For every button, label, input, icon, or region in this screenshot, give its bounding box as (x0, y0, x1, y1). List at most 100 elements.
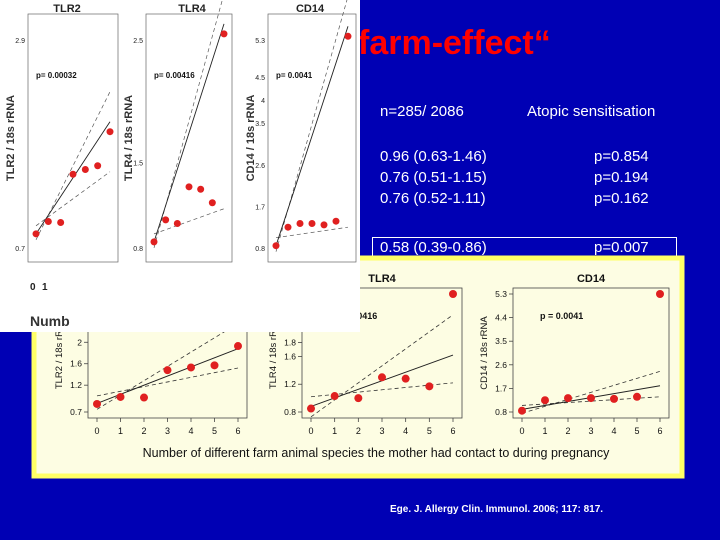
x-tick-label: 1 (542, 426, 547, 436)
table-row-p: p=0.007 (594, 239, 649, 256)
overlay-y-tick-label: 2.6 (255, 163, 265, 170)
y-tick-label: 0.7 (70, 407, 82, 417)
data-point (656, 290, 664, 298)
chart-title: CD14 (577, 273, 606, 285)
x-tick-label: 6 (450, 426, 455, 436)
data-point (541, 396, 549, 405)
overlay-frame (145, 13, 233, 263)
chart-title: TLR4 (368, 273, 396, 285)
table-row-ci: 0.58 (0.39-0.86) (380, 239, 487, 256)
x-tick-label: 4 (611, 426, 616, 436)
y-tick-label: 3.5 (495, 336, 507, 346)
overlay-data-point (320, 221, 328, 229)
y-tick-label: 2.6 (495, 360, 507, 370)
data-point (564, 394, 572, 403)
y-tick-label: 1.6 (284, 351, 296, 361)
x-tick-label: 0 (94, 426, 99, 436)
overlay-y-tick-label: 2.9 (15, 38, 25, 45)
table-row-ci: 0.76 (0.51-1.15) (380, 169, 487, 186)
overlay-fit (153, 23, 225, 243)
y-tick-label: 1.7 (495, 383, 507, 393)
overlay-y-tick-label: 0.8 (255, 246, 265, 253)
overlay-y-tick-label: 2.5 (133, 38, 143, 45)
overlay-data-point (69, 170, 77, 178)
overlay-frame (267, 13, 357, 263)
data-point (401, 374, 410, 383)
y-axis-label: CD14 / 18s rRNA (479, 316, 490, 390)
ci-upper-line (521, 370, 661, 414)
data-point (633, 392, 641, 401)
data-point (425, 382, 434, 391)
y-tick-label: 1.8 (284, 338, 296, 348)
table-header-n: n=285/ 2086 (380, 103, 464, 120)
y-axis-label: TLR4 / 18s rRNA (268, 316, 279, 389)
data-point (449, 290, 457, 298)
x-tick-label: 0 (519, 426, 524, 436)
x-tick-label: 5 (634, 426, 639, 436)
p-value-label: p = 0.0041 (540, 311, 583, 321)
overlay-y-tick-label: 3.5 (255, 121, 265, 128)
x-tick-label: 5 (427, 426, 432, 436)
overlay-data-point (344, 32, 352, 40)
data-point (93, 399, 101, 408)
overlay-xlabel: Numb (30, 313, 70, 329)
x-tick-label: 3 (588, 426, 593, 436)
overlay-data-point (44, 218, 52, 226)
x-tick-label: 1 (118, 426, 123, 436)
data-point (234, 342, 242, 351)
overlay-y-tick-label: 1.5 (133, 160, 143, 167)
overlay-chart-title: TLR4 (178, 3, 206, 15)
overlay-ci-lower (35, 171, 111, 227)
data-point (518, 406, 526, 415)
x-tick-label: 2 (565, 426, 570, 436)
overlay-p-value-label: p= 0.00416 (154, 71, 195, 80)
data-point (140, 393, 148, 402)
overlay-chart-title: TLR2 (53, 3, 81, 15)
y-tick-label: 4.4 (495, 313, 507, 323)
overlay-frame (27, 13, 119, 263)
overlay-fit (35, 121, 111, 235)
data-point (163, 366, 172, 375)
data-point (116, 392, 125, 401)
x-tick-label: 4 (403, 426, 408, 436)
overlay-figure (0, 0, 360, 332)
x-tick-label: 3 (165, 426, 170, 436)
overlay-data-point (208, 199, 216, 207)
overlay-data-point (197, 185, 205, 193)
data-point (210, 361, 219, 370)
overlay-data-point (150, 238, 158, 246)
x-tick-label: 2 (141, 426, 146, 436)
table-row-p: p=0.854 (594, 148, 649, 165)
shared-xlabel: Number of different farm animal species … (143, 446, 610, 460)
overlay-x-tick-label: 1 (42, 282, 48, 293)
y-tick-label: 0.8 (284, 407, 296, 417)
data-point (187, 363, 195, 372)
overlay-data-point (57, 218, 65, 226)
overlay-data-point (332, 217, 340, 225)
overlay-y-tick-label: 1.7 (255, 204, 265, 211)
x-tick-label: 6 (657, 426, 662, 436)
data-point (330, 392, 339, 401)
overlay-y-tick-label: 5.3 (255, 38, 265, 45)
x-tick-label: 2 (356, 426, 361, 436)
y-tick-label: 5.3 (495, 289, 507, 299)
overlay-y-label: CD14 / 18s rRNA (245, 95, 257, 182)
x-tick-label: 5 (212, 426, 217, 436)
data-point (587, 394, 595, 403)
table-row-p: p=0.194 (594, 169, 649, 186)
overlay-data-point (81, 166, 89, 174)
overlay-data-point (220, 30, 228, 38)
overlay-data-point (272, 242, 280, 250)
overlay-x-tick-label: 0 (30, 282, 36, 293)
citation: Ege. J. Allergy Clin. Immunol. 2006; 117… (390, 504, 604, 515)
table-header-atopic: Atopic sensitisation (527, 103, 656, 120)
y-tick-label: 1.2 (70, 380, 82, 390)
data-point (610, 394, 618, 403)
overlay-y-label: TLR4 / 18s rRNA (123, 95, 135, 181)
y-tick-label: 1.2 (284, 379, 296, 389)
y-tick-label: 1.6 (70, 359, 82, 369)
y-tick-label: 2 (77, 337, 82, 347)
x-tick-label: 1 (332, 426, 337, 436)
